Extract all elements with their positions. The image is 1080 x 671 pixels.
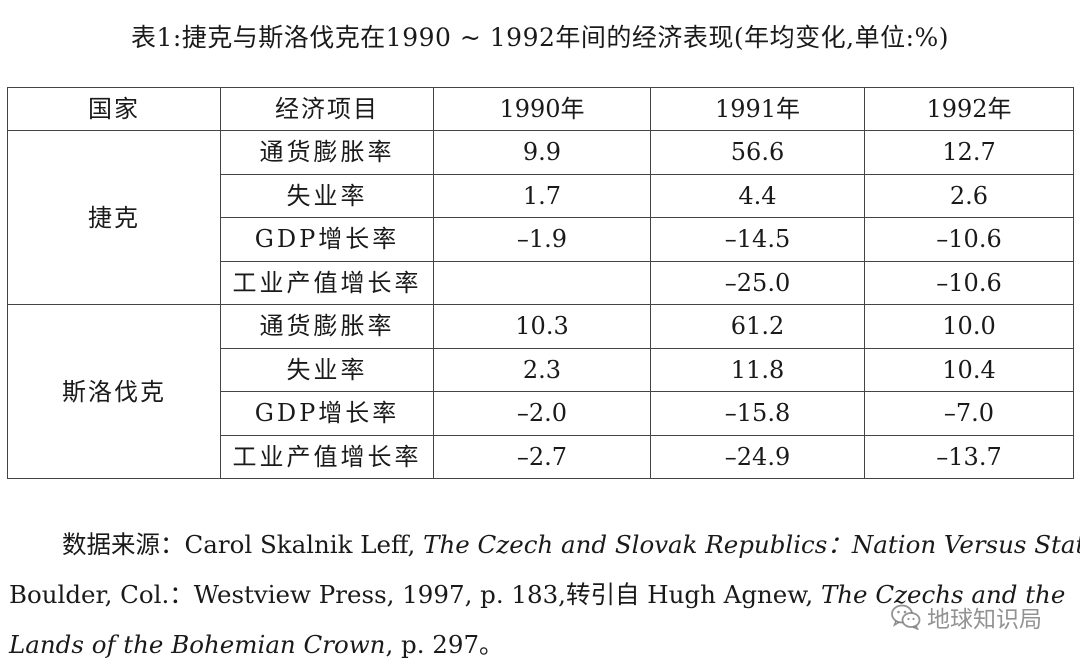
value-cell-1991: –24.9 (650, 434, 865, 479)
table-row: 斯洛伐克 通货膨胀率 10.3 61.2 10.0 (7, 304, 1074, 479)
value-cell-1991: –14.5 (650, 217, 865, 262)
header-1990: 1990年 (433, 87, 651, 131)
value-cell-1990 (433, 260, 651, 305)
country-cell-slovakia: 斯洛伐克 (7, 304, 221, 479)
source-page: , p. 297。 (385, 630, 504, 659)
header-1992: 1992年 (864, 87, 1074, 131)
table-title: 表1:捷克与斯洛伐克在1990 ~ 1992年间的经济表现(年均变化,单位:%) (130, 23, 950, 52)
wechat-icon (891, 604, 921, 630)
header-item: 经济项目 (220, 87, 434, 131)
source-publisher: Boulder, Col.：Westview Press, 1997, p. 1… (9, 580, 821, 609)
item-cell: 工业产值增长率 (220, 434, 434, 479)
value-cell-1991: –15.8 (650, 391, 865, 436)
value-cell-1992: –10.6 (864, 217, 1074, 262)
value-cell-1991: 61.2 (650, 304, 865, 349)
value-cell-1992: 10.0 (864, 304, 1074, 349)
value-cell-1990: –2.0 (433, 391, 651, 436)
value-cell-1990: 9.9 (433, 130, 651, 175)
item-cell: 失业率 (220, 347, 434, 392)
source-book-title-2a: The Czechs and the (820, 580, 1066, 609)
item-cell: GDP增长率 (220, 391, 434, 436)
economic-performance-table: 国家 经济项目 1990年 1991年 1992年 捷克 通货膨胀率 9.9 5… (7, 87, 1074, 479)
watermark-text: 地球知识局 (927, 607, 1042, 633)
value-cell-1991: 11.8 (650, 347, 865, 392)
value-cell-1992: 12.7 (864, 130, 1074, 175)
source-line-1: 数据来源：Carol Skalnik Leff, The Czech and S… (0, 520, 1080, 570)
table-row: GDP增长率 –2.0 –15.8 –7.0 (8, 391, 1074, 436)
value-cell-1990: –2.7 (433, 434, 651, 479)
source-label: 数据来源： (62, 530, 185, 559)
source-citation: 数据来源：Carol Skalnik Leff, The Czech and S… (0, 520, 1080, 670)
value-cell-1990: 10.3 (433, 304, 651, 349)
value-cell-1990: –1.9 (433, 217, 651, 262)
value-cell-1990: 1.7 (433, 173, 651, 218)
value-cell-1992: –13.7 (864, 434, 1074, 479)
item-cell: 工业产值增长率 (220, 260, 434, 305)
value-cell-1992: –10.6 (864, 260, 1074, 305)
country-cell-czech: 捷克 (7, 130, 221, 305)
item-cell: 通货膨胀率 (220, 130, 434, 175)
value-cell-1990: 2.3 (433, 347, 651, 392)
source-book-title-1: The Czech and Slovak Republics：Nation Ve… (423, 530, 1080, 559)
source-line-3: Lands of the Bohemian Crown, p. 297。 (0, 620, 1080, 670)
value-cell-1992: 2.6 (864, 173, 1074, 218)
item-cell: 通货膨胀率 (220, 304, 434, 349)
value-cell-1991: 4.4 (650, 173, 865, 218)
table-header-row: 国家 经济项目 1990年 1991年 1992年 (7, 87, 1074, 131)
table-row: 捷克 通货膨胀率 9.9 56.6 12.7 (7, 130, 1074, 305)
value-cell-1992: 10.4 (864, 347, 1074, 392)
table-row: 失业率 2.3 11.8 10.4 (8, 347, 1074, 392)
value-cell-1991: 56.6 (650, 130, 865, 175)
item-cell: GDP增长率 (220, 217, 434, 262)
value-cell-1991: –25.0 (650, 260, 865, 305)
table-row: 工业产值增长率 –2.7 –24.9 –13.7 (8, 434, 1074, 479)
source-line-2: Boulder, Col.：Westview Press, 1997, p. 1… (0, 570, 1080, 620)
source-book-title-2b: Lands of the Bohemian Crown (9, 630, 386, 659)
watermark: 地球知识局 (891, 600, 1042, 634)
item-cell: 失业率 (220, 173, 434, 218)
value-cell-1992: –7.0 (864, 391, 1074, 436)
header-1991: 1991年 (650, 87, 865, 131)
source-author-1: Carol Skalnik Leff, (184, 530, 424, 559)
table-row: 工业产值增长率 –25.0 –10.6 (8, 260, 1074, 305)
header-country: 国家 (7, 87, 221, 131)
